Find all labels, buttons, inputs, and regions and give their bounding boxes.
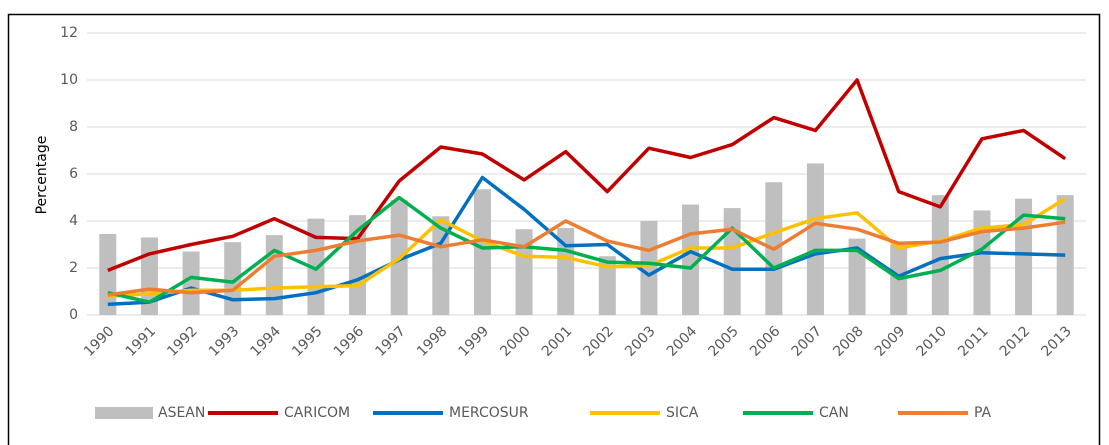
y-tick-label: 6 [69, 166, 78, 182]
x-tick-label: 2002 [580, 323, 617, 360]
x-tick-label: 1994 [247, 323, 284, 360]
bar [973, 210, 991, 315]
legend-label: SICA [666, 405, 699, 421]
y-tick-label: 0 [69, 307, 78, 323]
bar [182, 251, 200, 315]
y-tick-label: 2 [69, 260, 78, 276]
x-tick-label: 1992 [164, 323, 201, 360]
x-tick-label: 2007 [789, 323, 826, 360]
legend-label: CARICOM [284, 405, 350, 421]
x-tick-label: 2010 [913, 323, 950, 360]
line [107, 195, 1066, 304]
chart-border [7, 13, 1101, 445]
y-tick-label: 12 [60, 25, 78, 41]
x-tick-label: 1997 [372, 323, 409, 360]
x-tick-label: 2001 [539, 323, 576, 360]
legend-label: ASEAN [158, 405, 205, 421]
legend-label: MERCOSUR [449, 405, 529, 421]
bar [598, 256, 616, 315]
x-tick-label: 1999 [456, 323, 493, 360]
x-tick-label: 2006 [747, 323, 784, 360]
legend-swatch [95, 407, 153, 419]
line [107, 197, 1067, 298]
x-tick-label: 1990 [81, 323, 118, 360]
bar [515, 229, 533, 315]
bar [432, 216, 450, 315]
bar [931, 195, 949, 315]
x-tick-label: 1993 [206, 323, 243, 360]
x-tick-label: 1996 [331, 323, 368, 360]
bar [806, 163, 824, 315]
x-tick-label: 2011 [955, 323, 992, 360]
bar [848, 238, 866, 315]
bar [682, 204, 700, 315]
bar [265, 235, 283, 315]
y-tick-label: 8 [69, 119, 78, 135]
x-tick-label: 2003 [622, 323, 659, 360]
legend-label: PA [974, 405, 992, 421]
x-tick-label: 2009 [872, 323, 909, 360]
y-tick-label: 4 [69, 213, 78, 229]
x-tick-label: 2005 [705, 323, 742, 360]
line [107, 219, 1066, 297]
x-tick-label: 2004 [664, 323, 701, 360]
y-axis-label: Percentage [34, 136, 50, 215]
x-tick-label: 2000 [497, 323, 534, 360]
x-tick-label: 1998 [414, 323, 451, 360]
bar [640, 221, 658, 315]
line [107, 175, 1066, 307]
y-tick-label: 10 [60, 72, 78, 88]
x-tick-label: 1991 [123, 323, 160, 360]
legend-label: CAN [819, 405, 849, 421]
x-tick-label: 2008 [830, 323, 867, 360]
bar [723, 208, 741, 315]
x-tick-label: 2013 [1038, 323, 1075, 360]
line [107, 78, 1067, 273]
x-tick-label: 1995 [289, 323, 326, 360]
bar [473, 189, 491, 315]
x-tick-label: 2012 [997, 323, 1034, 360]
